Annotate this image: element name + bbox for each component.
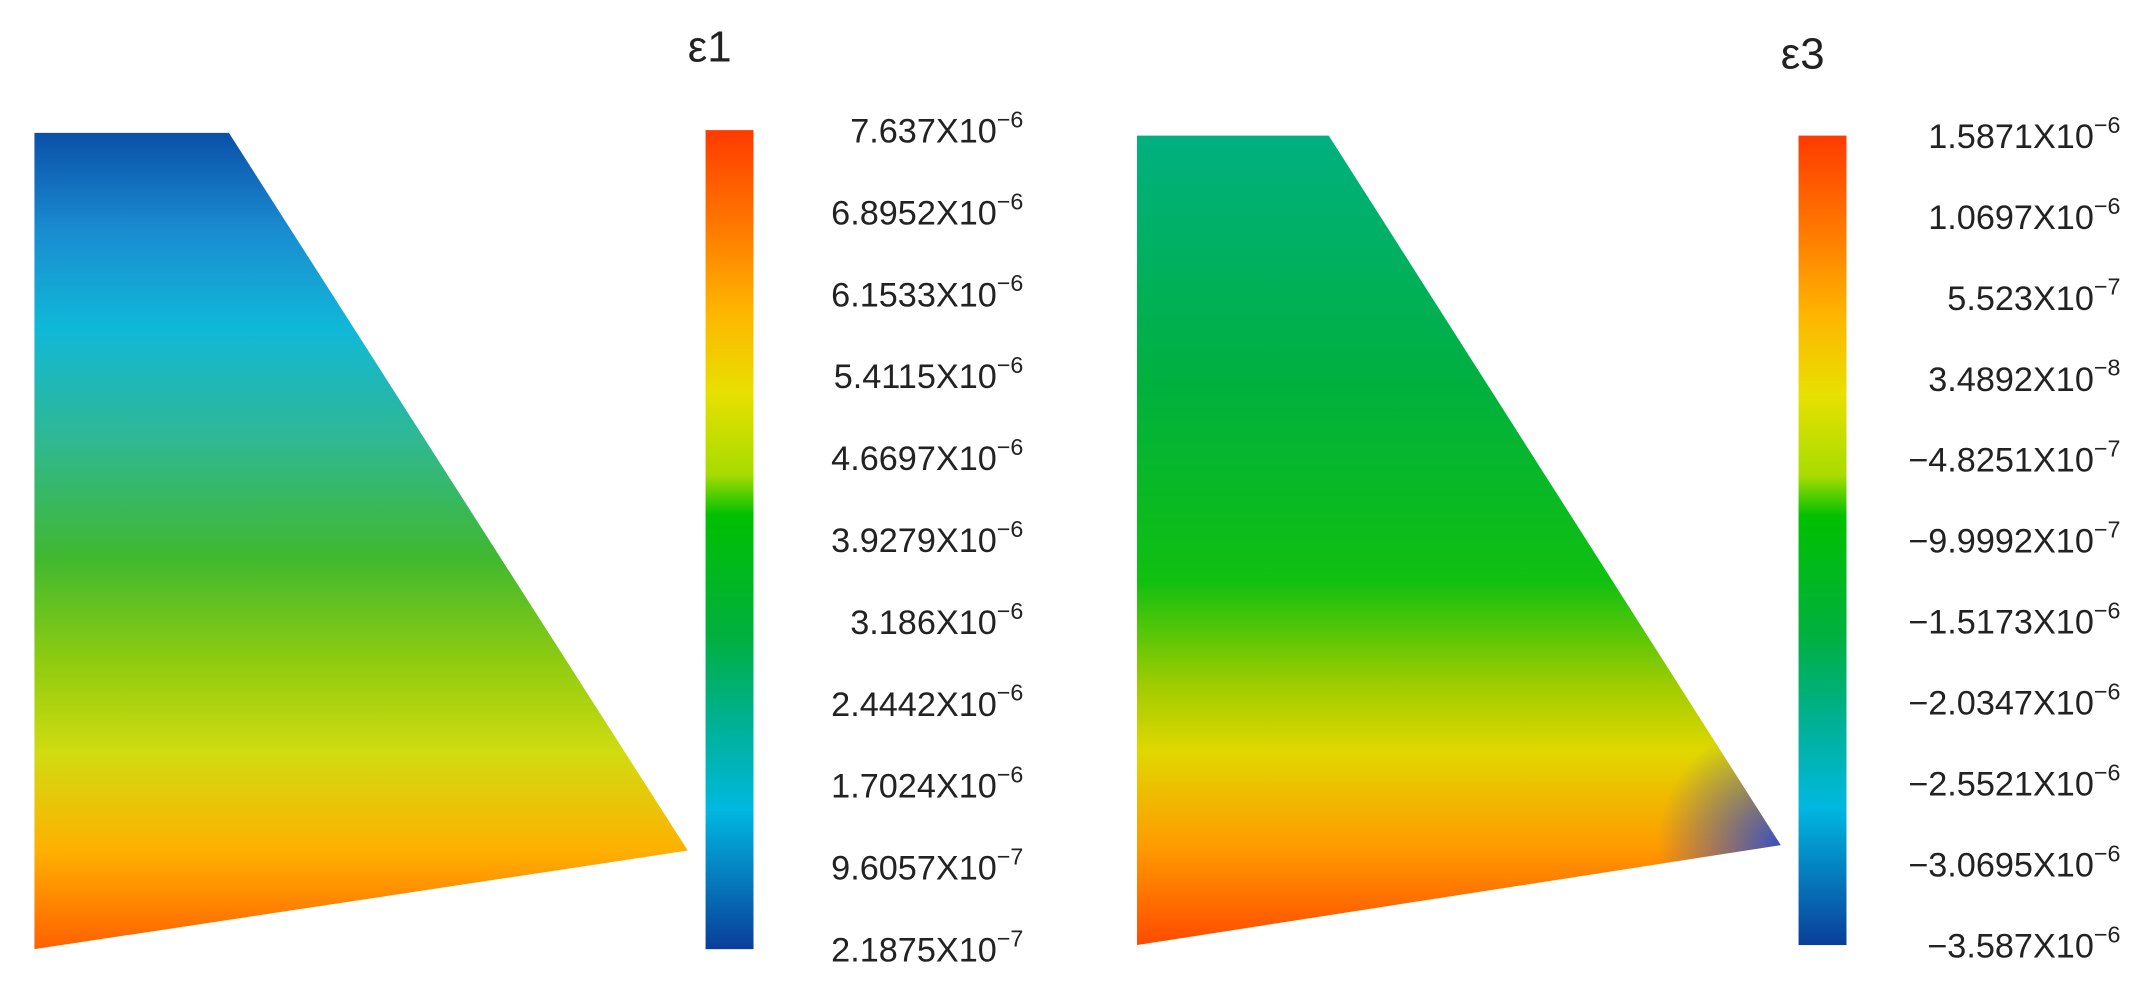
label-exponent: −6 (2094, 598, 2121, 624)
label-mantissa: 7.637X10 (850, 112, 997, 150)
panel-title: ε3 (1781, 29, 1825, 78)
label-mantissa: −3.587X10 (1927, 927, 2094, 965)
label-mantissa: 9.6057X10 (831, 850, 997, 888)
label-mantissa: 6.1533X10 (831, 276, 997, 314)
colorbar-label: 3.9279X10−6 (831, 516, 1023, 560)
colorbar-label: 9.6057X10−7 (831, 844, 1023, 888)
label-exponent: −6 (997, 106, 1024, 132)
label-exponent: −6 (997, 270, 1024, 296)
label-mantissa: 5.523X10 (1947, 280, 2094, 318)
colorbar-label: −2.5521X10−6 (1908, 759, 2120, 803)
label-exponent: −6 (2094, 112, 2121, 138)
label-exponent: −6 (997, 516, 1024, 542)
colorbar-label: 1.0697X10−6 (1928, 193, 2120, 237)
label-exponent: −6 (2094, 193, 2121, 219)
colorbar-label: 3.4892X10−8 (1928, 355, 2120, 399)
label-mantissa: 6.8952X10 (831, 194, 997, 232)
label-mantissa: 2.4442X10 (831, 686, 997, 724)
colorbar-label: −2.0347X10−6 (1908, 678, 2120, 722)
colorbar-label: −3.0695X10−6 (1908, 840, 2120, 884)
label-mantissa: −9.9992X10 (1908, 523, 2094, 561)
label-exponent: −7 (997, 925, 1024, 951)
colorbar-label: 1.5871X10−6 (1928, 112, 2120, 156)
label-exponent: −6 (997, 352, 1024, 378)
colorbar-label: 1.7024X10−6 (831, 762, 1023, 806)
label-mantissa: 1.0697X10 (1928, 199, 2094, 237)
label-mantissa: 1.7024X10 (831, 768, 997, 806)
colorbar-label: 5.523X10−7 (1947, 274, 2120, 318)
label-exponent: −7 (2094, 274, 2121, 300)
label-exponent: −6 (997, 680, 1024, 706)
label-mantissa: 5.4115X10 (834, 358, 997, 396)
label-exponent: −6 (997, 188, 1024, 214)
label-exponent: −7 (2094, 517, 2121, 543)
label-mantissa: −4.8251X10 (1908, 442, 2094, 480)
colorbar-label: −4.8251X10−7 (1908, 436, 2120, 480)
label-exponent: −6 (997, 598, 1024, 624)
label-mantissa: −2.5521X10 (1908, 765, 2094, 803)
colorbar-label: 4.6697X10−6 (831, 434, 1023, 478)
label-exponent: −6 (2094, 840, 2121, 866)
colorbar-label: 6.1533X10−6 (831, 270, 1023, 314)
colorbar-label: 2.4442X10−6 (831, 680, 1023, 724)
colorbar-label: 6.8952X10−6 (831, 188, 1023, 232)
label-mantissa: −1.5173X10 (1908, 604, 2094, 642)
label-exponent: −6 (997, 762, 1024, 788)
label-exponent: −7 (997, 844, 1024, 870)
colorbar-label: 5.4115X10−6 (834, 352, 1024, 396)
colorbar (1798, 135, 1847, 946)
label-mantissa: 2.1875X10 (831, 931, 997, 969)
colorbar-label: −1.5173X10−6 (1908, 598, 2120, 642)
label-exponent: −6 (2094, 678, 2121, 704)
colorbar-label: 2.1875X10−7 (831, 925, 1023, 969)
label-mantissa: 3.9279X10 (831, 522, 997, 560)
label-mantissa: 3.4892X10 (1928, 361, 2094, 399)
label-exponent: −6 (2094, 759, 2121, 785)
contour-plot (34, 132, 688, 950)
colorbar-label: 7.637X10−6 (850, 106, 1023, 150)
label-mantissa: −2.0347X10 (1908, 685, 2094, 723)
label-mantissa: −3.0695X10 (1908, 846, 2094, 884)
colorbar-label: −9.9992X10−7 (1908, 517, 2120, 561)
label-mantissa: 3.186X10 (850, 604, 997, 642)
label-mantissa: 1.5871X10 (1928, 118, 2094, 156)
label-exponent: −6 (2094, 921, 2121, 947)
label-exponent: −6 (997, 434, 1024, 460)
panel-title: ε1 (688, 23, 732, 72)
contour-highlight (1137, 135, 1781, 946)
label-exponent: −7 (2094, 436, 2121, 462)
colorbar (705, 130, 754, 950)
label-mantissa: 4.6697X10 (831, 440, 997, 478)
colorbar-label: 3.186X10−6 (850, 598, 1023, 642)
colorbar-label: −3.587X10−6 (1927, 921, 2120, 965)
label-exponent: −8 (2094, 355, 2121, 381)
